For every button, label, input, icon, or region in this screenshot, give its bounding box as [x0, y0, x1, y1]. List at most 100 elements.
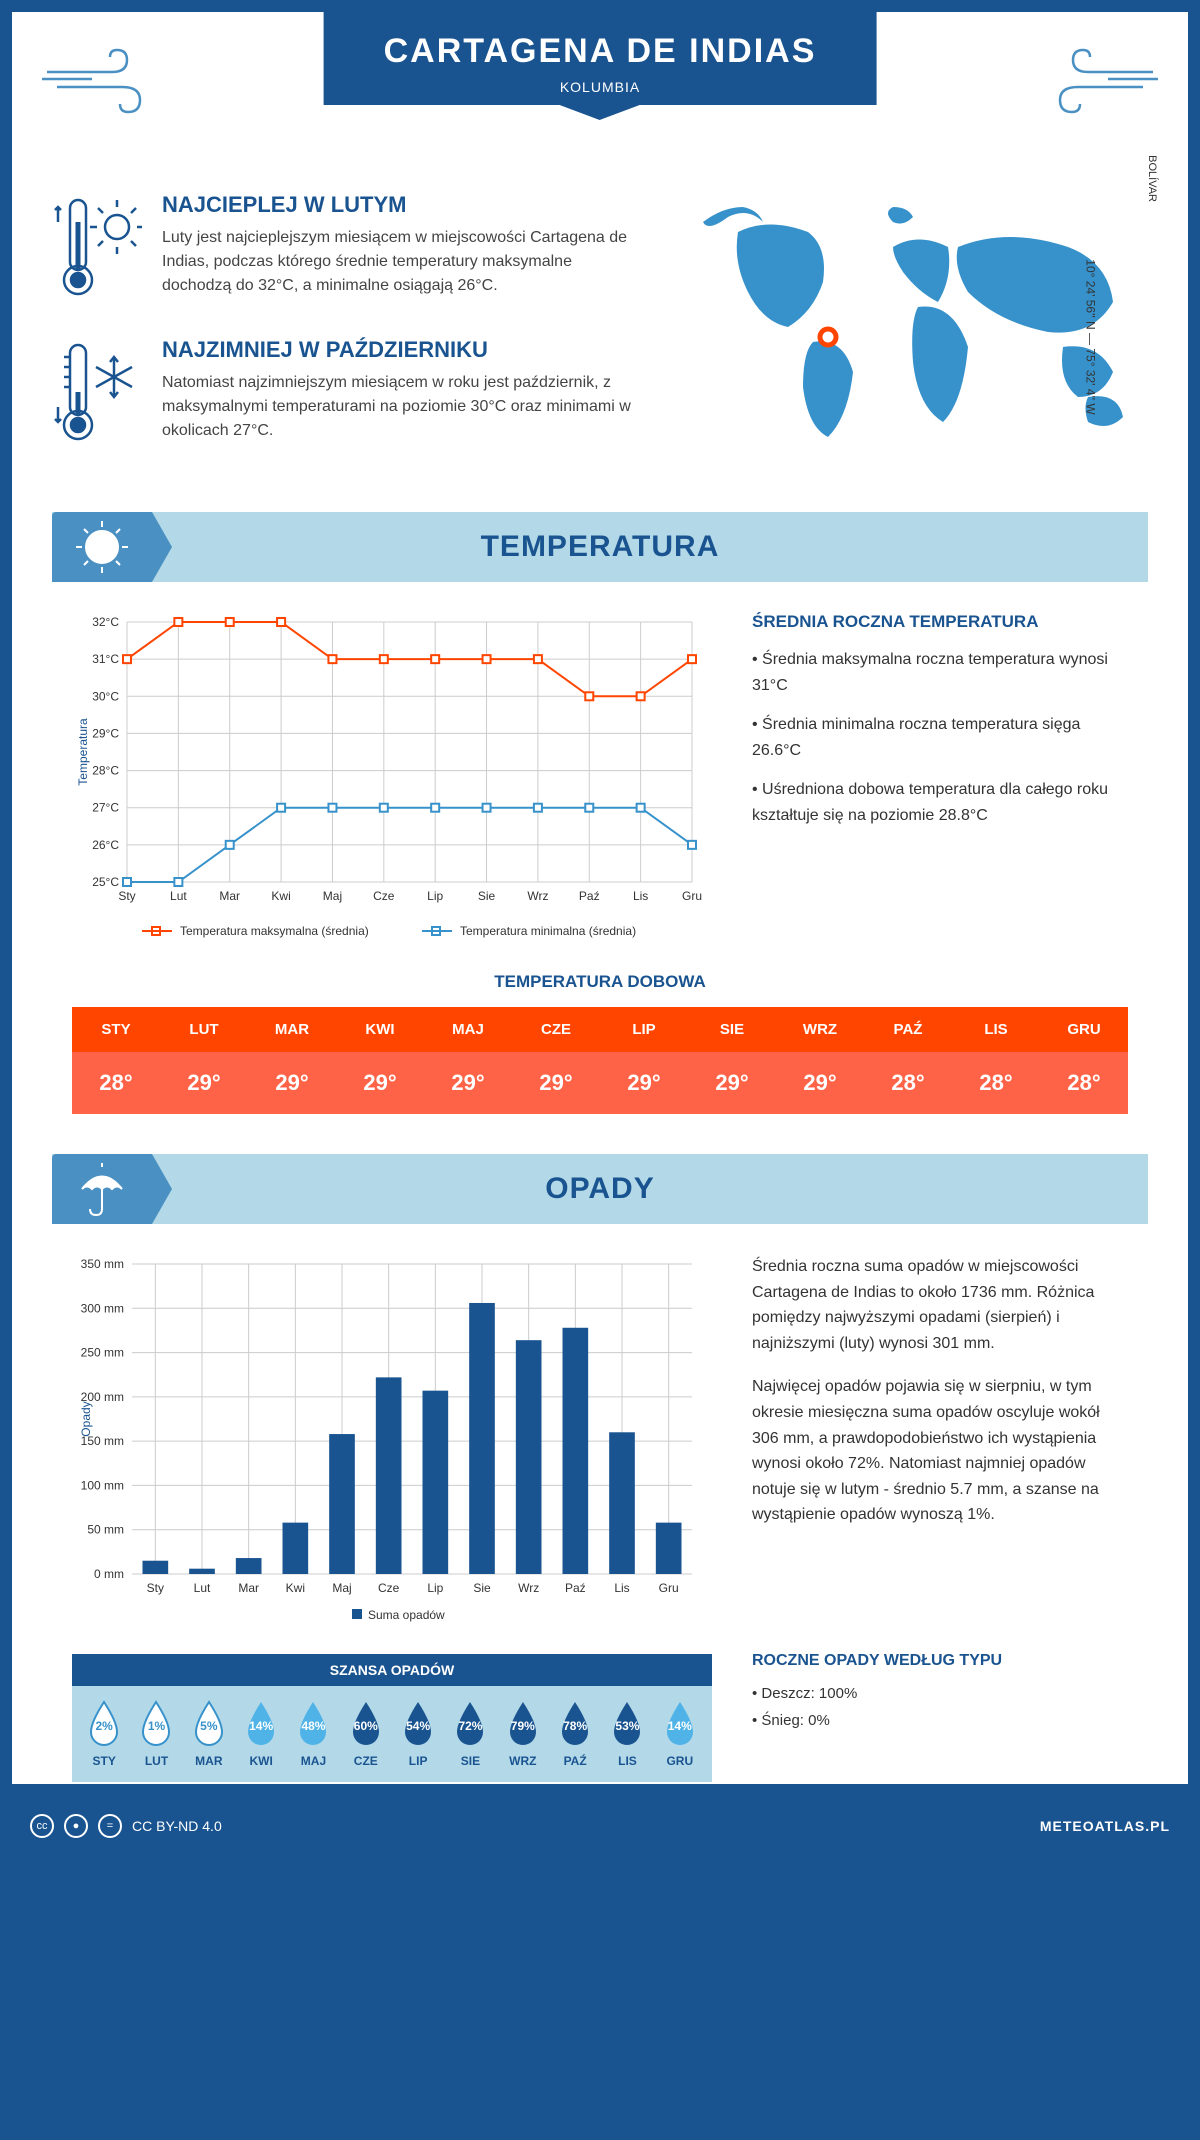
temp-info-title: ŚREDNIA ROCZNA TEMPERATURA: [752, 612, 1128, 632]
precip-title: OPADY: [545, 1172, 654, 1206]
page: CARTAGENA DE INDIAS KOLUMBIA: [12, 12, 1188, 1784]
sun-icon: [52, 512, 152, 582]
by-icon: ●: [64, 1814, 88, 1838]
chance-cell: 72%SIE: [444, 1700, 496, 1768]
precip-header: OPADY: [52, 1154, 1148, 1224]
svg-text:28°C: 28°C: [92, 764, 119, 778]
daily-temp-table: TEMPERATURA DOBOWA STY28°LUT29°MAR29°KWI…: [12, 972, 1188, 1154]
svg-text:Maj: Maj: [332, 1581, 351, 1595]
svg-text:Lip: Lip: [427, 1581, 443, 1595]
chance-cell: 5%MAR: [183, 1700, 235, 1768]
wind-icon-right: [1048, 42, 1158, 127]
svg-text:Sie: Sie: [478, 889, 496, 903]
svg-text:0 mm: 0 mm: [94, 1567, 124, 1581]
chance-cell: 2%STY: [78, 1700, 130, 1768]
svg-text:Paź: Paź: [565, 1581, 586, 1595]
world-map: [668, 192, 1148, 452]
svg-text:Gru: Gru: [659, 1581, 679, 1595]
svg-text:27°C: 27°C: [92, 801, 119, 815]
svg-text:Lut: Lut: [194, 1581, 211, 1595]
daily-temp-col: STY28°: [72, 1007, 160, 1114]
chance-cell: 54%LIP: [392, 1700, 444, 1768]
thermometer-hot-icon: [52, 192, 142, 307]
daily-temp-col: LIS28°: [952, 1007, 1040, 1114]
header: CARTAGENA DE INDIAS KOLUMBIA: [12, 12, 1188, 152]
chance-cell: 48%MAJ: [287, 1700, 339, 1768]
temperature-info: ŚREDNIA ROCZNA TEMPERATURA • Średnia mak…: [752, 612, 1128, 952]
cold-title: NAJZIMNIEJ W PAŹDZIERNIKU: [162, 337, 638, 363]
license-text: CC BY-ND 4.0: [132, 1818, 222, 1834]
wind-icon-left: [42, 42, 152, 127]
svg-text:Lut: Lut: [170, 889, 187, 903]
umbrella-icon: [52, 1154, 152, 1224]
svg-text:Mar: Mar: [238, 1581, 259, 1595]
daily-temp-col: GRU28°: [1040, 1007, 1128, 1114]
temperature-chart: 25°C26°C27°C28°C29°C30°C31°C32°CStyLutMa…: [72, 612, 712, 952]
daily-temp-col: WRZ29°: [776, 1007, 864, 1114]
chance-cell: 53%LIS: [601, 1700, 653, 1768]
svg-text:Temperatura maksymalna (średni: Temperatura maksymalna (średnia): [180, 924, 369, 938]
svg-text:Sie: Sie: [473, 1581, 491, 1595]
daily-title: TEMPERATURA DOBOWA: [72, 972, 1128, 992]
daily-temp-col: LUT29°: [160, 1007, 248, 1114]
temp-info-2: • Średnia minimalna roczna temperatura s…: [752, 712, 1128, 763]
svg-text:30°C: 30°C: [92, 689, 119, 703]
precip-snow: • Śnieg: 0%: [752, 1707, 1128, 1734]
daily-temp-col: SIE29°: [688, 1007, 776, 1114]
intro-facts: NAJCIEPLEJ W LUTYM Luty jest najcieplejs…: [52, 192, 638, 482]
svg-text:Sty: Sty: [147, 1581, 164, 1595]
svg-text:Lip: Lip: [427, 889, 443, 903]
svg-text:Wrz: Wrz: [518, 1581, 539, 1595]
chance-cell: 78%PAŹ: [549, 1700, 601, 1768]
svg-text:29°C: 29°C: [92, 726, 119, 740]
svg-text:300 mm: 300 mm: [81, 1301, 124, 1315]
chance-cell: 79%WRZ: [497, 1700, 549, 1768]
svg-text:Kwi: Kwi: [271, 889, 290, 903]
chance-cell: 14%KWI: [235, 1700, 287, 1768]
thermometer-cold-icon: [52, 337, 142, 452]
footer-license: cc ● = CC BY-ND 4.0: [30, 1814, 222, 1838]
svg-text:Cze: Cze: [378, 1581, 400, 1595]
header-banner: CARTAGENA DE INDIAS KOLUMBIA: [324, 12, 877, 105]
chance-cell: 1%LUT: [130, 1700, 182, 1768]
temperature-header: TEMPERATURA: [52, 512, 1148, 582]
intro-section: NAJCIEPLEJ W LUTYM Luty jest najcieplejs…: [12, 152, 1188, 512]
cold-fact: NAJZIMNIEJ W PAŹDZIERNIKU Natomiast najz…: [52, 337, 638, 452]
temperature-title: TEMPERATURA: [481, 530, 720, 564]
hot-desc: Luty jest najcieplejszym miesiącem w mie…: [162, 226, 638, 298]
temperature-body: 25°C26°C27°C28°C29°C30°C31°C32°CStyLutMa…: [12, 582, 1188, 972]
region-label: BOLÍVAR: [1146, 155, 1158, 202]
precip-info-2: Najwięcej opadów pojawia się w sierpniu,…: [752, 1374, 1128, 1528]
footer: cc ● = CC BY-ND 4.0 METEOATLAS.PL: [0, 1796, 1200, 1856]
precip-info: Średnia roczna suma opadów w miejscowośc…: [752, 1254, 1128, 1634]
precip-body: 0 mm50 mm100 mm150 mm200 mm250 mm300 mm3…: [12, 1224, 1188, 1654]
cold-desc: Natomiast najzimniejszym miesiącem w rok…: [162, 371, 638, 443]
chance-cell: 14%GRU: [654, 1700, 706, 1768]
svg-text:50 mm: 50 mm: [87, 1523, 124, 1537]
chance-title: SZANSA OPADÓW: [72, 1654, 712, 1686]
temp-info-1: • Średnia maksymalna roczna temperatura …: [752, 647, 1128, 698]
svg-text:Wrz: Wrz: [527, 889, 548, 903]
hot-fact-text: NAJCIEPLEJ W LUTYM Luty jest najcieplejs…: [162, 192, 638, 307]
svg-text:Cze: Cze: [373, 889, 395, 903]
temp-info-3: • Uśredniona dobowa temperatura dla całe…: [752, 777, 1128, 828]
cc-icon: cc: [30, 1814, 54, 1838]
precip-type: ROCZNE OPADY WEDŁUG TYPU • Deszcz: 100% …: [692, 1652, 1188, 1764]
daily-temp-col: KWI29°: [336, 1007, 424, 1114]
hot-fact: NAJCIEPLEJ W LUTYM Luty jest najcieplejs…: [52, 192, 638, 307]
svg-text:Lis: Lis: [614, 1581, 629, 1595]
svg-text:Maj: Maj: [323, 889, 342, 903]
svg-text:Kwi: Kwi: [286, 1581, 305, 1595]
daily-temp-col: LIP29°: [600, 1007, 688, 1114]
precip-info-1: Średnia roczna suma opadów w miejscowośc…: [752, 1254, 1128, 1356]
svg-text:Mar: Mar: [219, 889, 240, 903]
cold-fact-text: NAJZIMNIEJ W PAŹDZIERNIKU Natomiast najz…: [162, 337, 638, 452]
svg-text:Opady: Opady: [79, 1401, 93, 1436]
world-map-container: BOLÍVAR 10° 24' 56'' N — 75° 32' 4'' W: [668, 192, 1148, 482]
footer-site: METEOATLAS.PL: [1040, 1818, 1170, 1834]
svg-text:Sty: Sty: [118, 889, 135, 903]
svg-text:100 mm: 100 mm: [81, 1478, 124, 1492]
city-title: CARTAGENA DE INDIAS: [384, 32, 817, 71]
svg-text:Lis: Lis: [633, 889, 648, 903]
hot-title: NAJCIEPLEJ W LUTYM: [162, 192, 638, 218]
